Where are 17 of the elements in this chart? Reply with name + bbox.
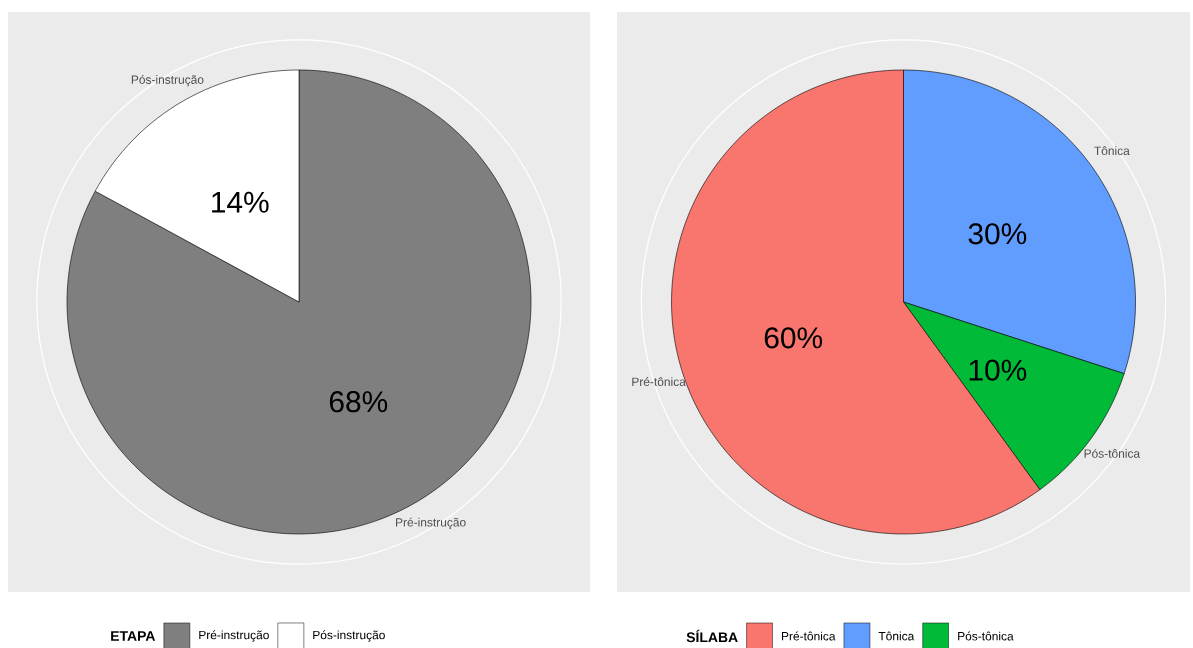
data-label: 60% bbox=[764, 327, 823, 349]
legend-title: SÍLABA bbox=[686, 629, 738, 643]
legend-label: Pós-instrução bbox=[313, 630, 385, 642]
legend-title: ETAPA bbox=[111, 631, 156, 641]
data-label: 30% bbox=[968, 223, 1027, 245]
legend-label: Pré-instrução bbox=[199, 630, 269, 642]
slice-label: Pós-instrução bbox=[131, 74, 204, 87]
data-label: 10% bbox=[969, 359, 1027, 381]
slice-label: Pós-tônica bbox=[1084, 448, 1141, 458]
slice-label: Tônica bbox=[1094, 146, 1130, 156]
data-label: 68% bbox=[329, 391, 388, 413]
legend-label: Pré-tônica bbox=[782, 631, 836, 641]
legend-label: Tônica bbox=[878, 631, 915, 641]
slice-label: Pré-tônica bbox=[632, 377, 686, 387]
data-label: 14% bbox=[212, 191, 269, 213]
legend-label: Pós-tônica bbox=[958, 631, 1014, 641]
slice-label: Pré-instrução bbox=[396, 517, 466, 529]
